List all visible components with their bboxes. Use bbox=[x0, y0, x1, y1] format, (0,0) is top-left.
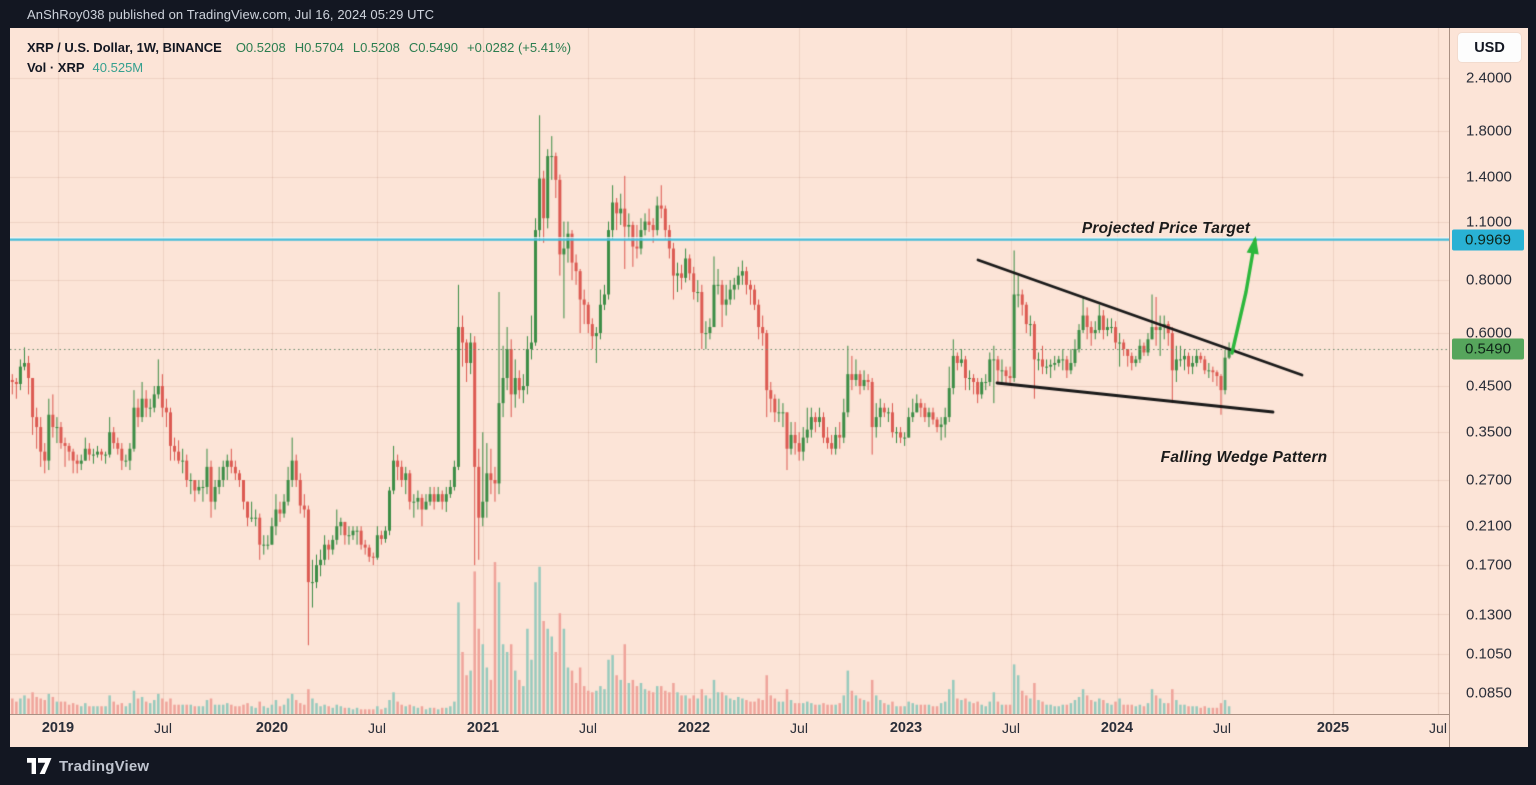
tradingview-brand-text[interactable]: TradingView bbox=[59, 757, 150, 775]
chart-canvas[interactable] bbox=[10, 28, 1449, 714]
price-axis-label: 0.2100 bbox=[1466, 517, 1512, 535]
time-axis-label: Jul bbox=[1002, 720, 1020, 736]
price-axis-label: 0.1300 bbox=[1466, 606, 1512, 623]
time-axis-label: Jul bbox=[1213, 720, 1231, 736]
tradingview-logo-icon[interactable] bbox=[27, 758, 52, 774]
price-axis[interactable]: USD 2.4000 1.8000 1.4000 1.1000 0.8000 0.6000… bbox=[1449, 28, 1529, 747]
volume-label: Vol · XRP bbox=[27, 60, 85, 75]
time-axis-label: Jul bbox=[154, 720, 172, 736]
time-axis-label: 2025 bbox=[1316, 720, 1350, 736]
time-axis-label: Jul bbox=[1429, 720, 1447, 736]
annotation-projected-price-target: Projected Price Target bbox=[1081, 220, 1251, 237]
price-axis-label: 0.2700 bbox=[1466, 471, 1512, 489]
ohlc-close: C0.5490 bbox=[408, 40, 458, 55]
time-axis[interactable]: 2019 Jul 2020 Jul 2021 Jul 2022 Jul 2023 Jul 2024 J… bbox=[10, 714, 1449, 748]
time-axis-label: 2022 bbox=[677, 720, 711, 736]
currency-toggle-button[interactable]: USD bbox=[1458, 33, 1521, 62]
footer-bar: TradingView bbox=[0, 747, 1536, 785]
attribution-text: AnShRoy038 published on TradingView.com,… bbox=[27, 6, 435, 22]
time-axis-label: 2024 bbox=[1100, 720, 1134, 736]
legend-row-symbol: XRP / U.S. Dollar, 1W, BINANCE O0.5208 H0.… bbox=[27, 38, 580, 58]
time-axis-label: Jul bbox=[579, 720, 597, 736]
price-axis-label: 0.1700 bbox=[1466, 556, 1512, 574]
price-marker-target-price: 0.9969 bbox=[1452, 229, 1524, 251]
volume-value: 40.525M bbox=[92, 60, 144, 75]
price-axis-label: 2.4000 bbox=[1466, 69, 1512, 87]
price-axis-label: 0.0850 bbox=[1466, 684, 1512, 702]
attribution-bar: AnShRoy038 published on TradingView.com,… bbox=[0, 0, 1536, 28]
time-axis-label: 2023 bbox=[889, 720, 923, 736]
time-axis-label: 2020 bbox=[255, 720, 289, 736]
ohlc-high: H0.5704 bbox=[294, 40, 344, 55]
ohlc-change: +0.0282 (+5.41%) bbox=[467, 40, 572, 55]
legend-row-volume: Vol · XRP 40.525M bbox=[27, 58, 580, 78]
price-axis-label: 0.3500 bbox=[1466, 423, 1512, 441]
time-axis-label: Jul bbox=[368, 720, 386, 736]
time-axis-label: 2021 bbox=[466, 720, 500, 736]
chart-frame: XRP / U.S. Dollar, 1W, BINANCE O0.5208 H0.… bbox=[10, 28, 1528, 747]
price-axis-label: 1.8000 bbox=[1466, 122, 1512, 140]
price-axis-label: 0.6000 bbox=[1466, 324, 1512, 342]
symbol-legend: XRP / U.S. Dollar, 1W, BINANCE O0.5208 H0.… bbox=[27, 38, 580, 78]
symbol-title: XRP / U.S. Dollar, 1W, BINANCE bbox=[27, 40, 222, 55]
price-marker-last-price: 0.5490 bbox=[1452, 338, 1524, 360]
ohlc-low: L0.5208 bbox=[352, 40, 400, 55]
time-axis-label: 2019 bbox=[41, 720, 75, 736]
price-axis-label: 0.4500 bbox=[1466, 377, 1512, 395]
price-axis-label: 0.1050 bbox=[1466, 645, 1512, 663]
annotation-falling-wedge-pattern: Falling Wedge Pattern bbox=[1160, 449, 1328, 466]
time-axis-label: Jul bbox=[790, 720, 808, 736]
price-axis-label: 0.8000 bbox=[1466, 271, 1512, 289]
price-axis-label: 1.1000 bbox=[1466, 213, 1512, 230]
ohlc-open: O0.5208 bbox=[235, 40, 286, 55]
price-axis-label: 1.4000 bbox=[1466, 168, 1512, 186]
